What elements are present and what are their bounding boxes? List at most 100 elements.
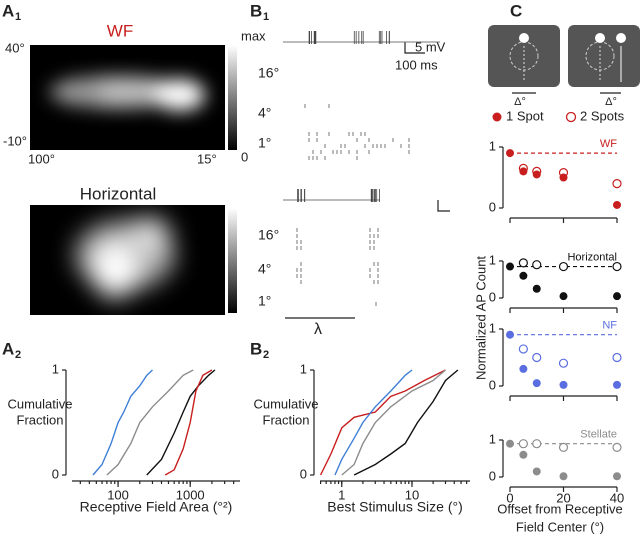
x-tick-label: 1 (338, 487, 345, 502)
y-axis-label: Fraction (263, 412, 310, 427)
cdf-line (353, 369, 459, 476)
panel-label: B (250, 1, 262, 20)
y-tick-label: 1 (489, 320, 496, 335)
stimulus-icon (488, 25, 640, 94)
row-label: 4° (258, 105, 271, 121)
two-spot-point (558, 442, 569, 452)
panel-label: B (250, 339, 262, 358)
axis-label: 40° (5, 40, 25, 55)
y-tick-label: 0 (52, 466, 59, 481)
two-spot-point (532, 352, 542, 363)
one-spot-point (519, 167, 528, 176)
cdf-line (334, 369, 413, 476)
heatmap (30, 45, 225, 150)
y-tick-label: 1 (300, 361, 307, 376)
one-spot-point (559, 380, 568, 389)
scale-bar (404, 42, 425, 54)
axis-label: -10° (3, 133, 27, 148)
row-label: 1° (258, 135, 271, 151)
cdf-line (92, 369, 153, 476)
axis-label: 15° (197, 151, 217, 166)
one-spot-point (506, 149, 514, 158)
y-tick-label: 1 (52, 361, 59, 376)
x-axis-label: Receptive Field Area (°²) (80, 499, 233, 515)
y-tick-label: 0 (489, 468, 496, 483)
one-spot-point (506, 439, 514, 448)
one-spot-point (519, 364, 528, 373)
x-axis-label: Offset from Receptive (497, 501, 622, 516)
y-tick-label: 1 (489, 252, 496, 267)
axis-label: 100° (28, 151, 55, 166)
y-axis-label: Fraction (17, 412, 64, 427)
heatmap (30, 205, 225, 315)
one-spot-point (519, 271, 528, 280)
one-spot-point (532, 467, 541, 476)
cdf-line (341, 369, 446, 476)
panel-sub: 2 (15, 349, 21, 361)
one-spot-point (613, 200, 621, 209)
one-spot-point (519, 450, 528, 459)
one-spot-point (532, 379, 541, 388)
one-spot-point (506, 262, 514, 271)
legend-label: 2 Spots (580, 108, 625, 123)
legend-marker (492, 112, 502, 122)
two-spot-point (612, 442, 622, 452)
scale-bar (437, 200, 450, 212)
y-tick-label: 0 (489, 289, 496, 304)
panel-sub: 2 (263, 349, 269, 361)
one-spot-point (559, 472, 568, 481)
two-spot-point (532, 439, 542, 449)
x-axis-label: Field Center (°) (516, 519, 604, 534)
row-label: 16° (258, 65, 279, 81)
two-spot-point (612, 179, 622, 189)
two-spot-point (558, 358, 569, 368)
cdf-line (319, 369, 446, 476)
y-axis-label: Cumulative (7, 396, 72, 411)
row-label: 1° (258, 293, 271, 309)
x-tick-label: 20 (556, 490, 570, 505)
two-spot-point (518, 344, 528, 354)
scale-label: 100 ms (395, 57, 438, 72)
one-spot-point (559, 292, 568, 301)
x-axis-label: Best Stimulus Size (°) (327, 499, 463, 515)
row-label: 4° (258, 261, 271, 277)
one-spot-point (532, 170, 541, 179)
x-tick-label: 1000 (176, 487, 205, 502)
two-spot-point (518, 439, 528, 449)
y-tick-label: 0 (300, 466, 307, 481)
panel-sub: 1 (263, 11, 269, 23)
title: WF (107, 21, 133, 40)
subplot-label: Stellate (580, 429, 617, 441)
y-tick-label: 0 (489, 199, 496, 214)
title: Horizontal (80, 184, 157, 203)
colorbar-label: 0 (241, 149, 248, 164)
one-spot-point (613, 292, 621, 301)
y-axis-label: Cumulative (253, 396, 318, 411)
row-label: 16° (258, 227, 279, 243)
y-axis-label: Normalized AP Count (473, 256, 488, 380)
two-spot-point (558, 261, 569, 272)
legend-marker (565, 111, 577, 123)
two-spot-point (612, 352, 622, 363)
panel-label: A (2, 339, 14, 358)
x-tick-label: 10 (405, 487, 419, 502)
cdf-line (106, 369, 194, 476)
colorbar (228, 208, 237, 313)
cdf-line (164, 369, 213, 476)
subplot-label: Horizontal (567, 251, 617, 263)
one-spot-point (613, 380, 621, 389)
lambda: λ (314, 321, 322, 338)
one-spot-point (559, 173, 568, 182)
legend-label: 1 Spot (506, 108, 544, 123)
two-spot-point (532, 260, 542, 270)
x-tick-label: 100 (107, 487, 129, 502)
colorbar-label: max (241, 28, 266, 43)
panel-sub: 1 (15, 11, 21, 23)
y-tick-label: 1 (489, 431, 496, 446)
one-spot-point (613, 472, 621, 481)
panel-label: C (510, 1, 522, 20)
colorbar (228, 45, 237, 150)
cdf-line (146, 369, 216, 476)
y-tick-label: 1 (489, 138, 496, 153)
subplot-label: WF (600, 138, 617, 150)
